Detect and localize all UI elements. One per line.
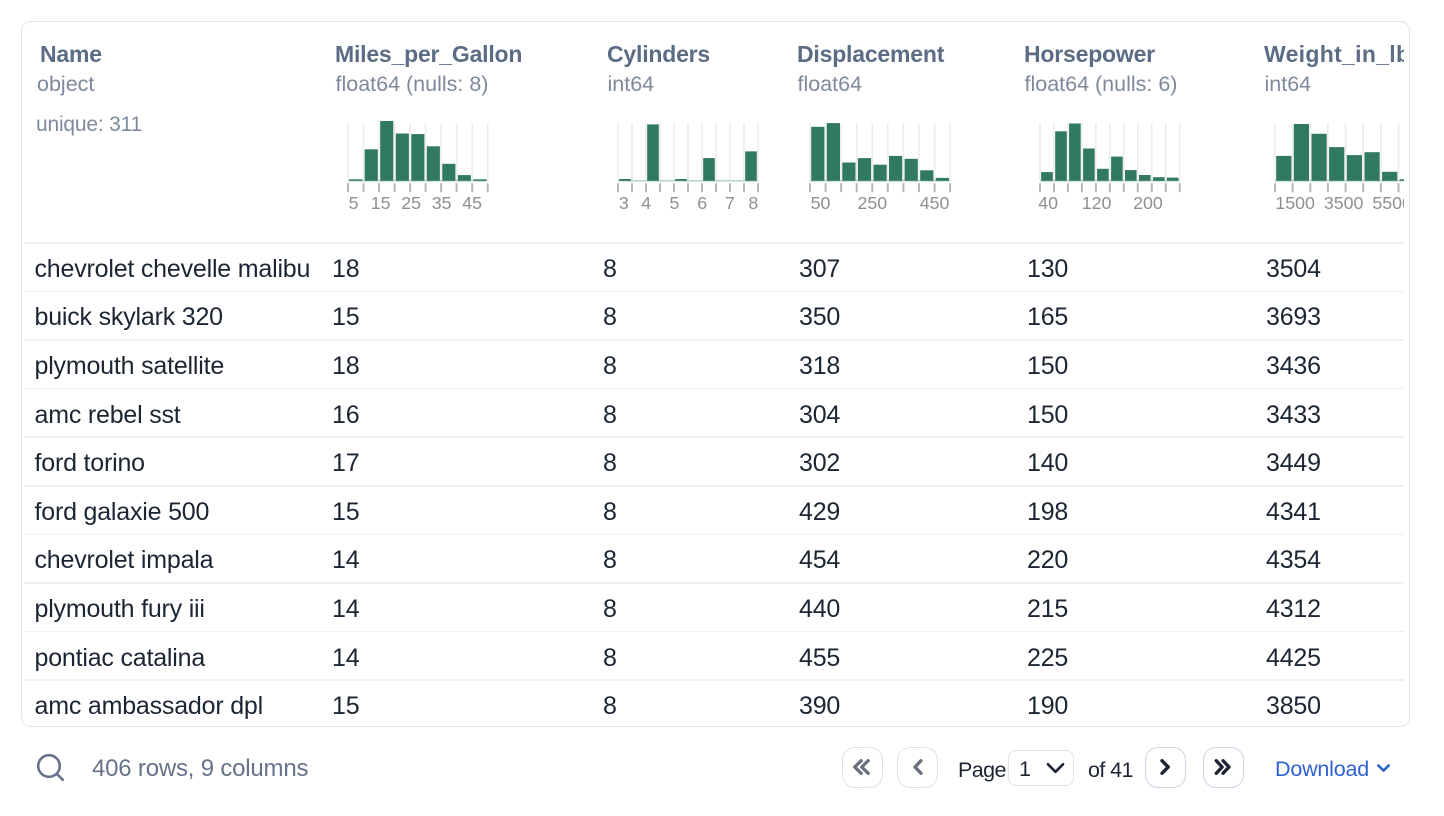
svg-text:1500: 1500	[1275, 193, 1315, 213]
svg-text:5: 5	[349, 193, 359, 213]
svg-text:4: 4	[641, 193, 651, 213]
svg-text:6: 6	[697, 193, 707, 213]
svg-text:8: 8	[748, 193, 758, 213]
svg-text:25: 25	[402, 193, 422, 213]
svg-text:3500: 3500	[1323, 193, 1363, 213]
svg-text:250: 250	[857, 193, 887, 213]
svg-text:40: 40	[1038, 193, 1058, 213]
svg-text:120: 120	[1082, 193, 1112, 213]
svg-text:5500: 5500	[1372, 193, 1404, 213]
svg-text:7: 7	[725, 193, 735, 213]
svg-text:5: 5	[669, 193, 679, 213]
svg-text:3: 3	[618, 193, 628, 213]
svg-text:50: 50	[810, 193, 830, 213]
svg-text:200: 200	[1133, 193, 1163, 213]
svg-text:15: 15	[371, 193, 391, 213]
svg-text:450: 450	[919, 193, 949, 213]
svg-text:35: 35	[432, 193, 452, 213]
svg-text:45: 45	[463, 193, 483, 213]
